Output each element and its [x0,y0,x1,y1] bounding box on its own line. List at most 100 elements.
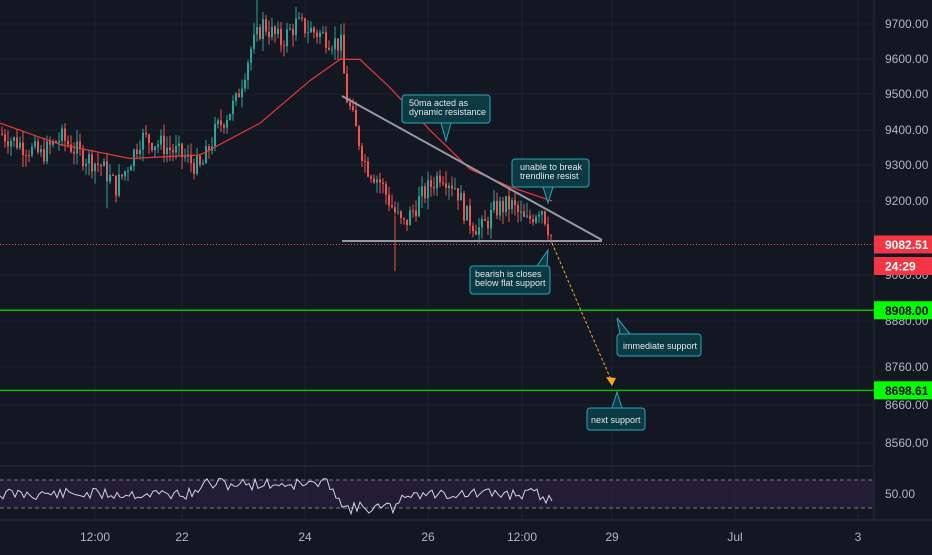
candle-body [229,113,231,120]
candle-body [49,141,51,145]
candle-body [271,26,273,38]
candle-body [52,141,54,145]
candle-body [205,146,207,164]
candle [505,196,507,217]
candle [85,158,87,175]
candle-body [511,200,513,210]
time-axis: 12:00 22 24 26 12:00 29 Jul 3 [0,519,932,544]
candle [4,128,6,148]
candle [214,116,216,152]
candle-body [46,141,48,162]
candle [28,149,30,163]
candle [391,194,393,209]
annotation-text: 50ma acted as [409,98,469,108]
candle [232,95,234,121]
candle [235,92,237,107]
candle [178,135,180,157]
candle-body [535,216,537,223]
candle-body [88,154,90,164]
candle-body [388,194,390,206]
price-tick-label: 8560.00 [885,436,929,450]
candle-body [337,38,339,51]
candle-body [280,28,282,46]
candle-body [517,205,519,212]
candle [307,20,309,44]
candle [520,200,522,222]
candle-body [367,161,369,177]
candle-body [397,211,399,213]
candle-body [121,174,123,177]
candle-body [151,143,153,151]
candle [208,144,210,159]
candle [280,22,282,53]
annotation-pointer [440,122,452,143]
price-tag-bg [874,235,932,254]
candle-body [409,210,411,226]
candle [217,118,219,129]
candle-body [328,47,330,50]
candles [1,0,552,272]
candle [370,174,372,183]
annotation-box[interactable] [616,333,702,357]
candle [499,196,501,221]
candle [418,186,420,218]
candle [343,23,345,74]
candle-body [4,134,6,142]
candle [175,134,177,160]
candle-body [322,32,324,34]
annotation-next[interactable]: next support [586,390,646,431]
rsi-pane: 50.00 [0,465,932,520]
candle [382,178,384,194]
candle [397,202,399,215]
price-tag: 8698.61 [874,381,932,400]
candle [298,12,300,20]
time-tick-label: 22 [175,530,189,544]
candle-body [124,171,126,177]
candle-body [13,137,15,141]
candle [388,187,390,211]
price-tag-label: 9082.51 [885,238,929,252]
candle-body [58,140,60,143]
candle [97,152,99,173]
candle-body [487,220,489,229]
candle [37,137,39,155]
candle [244,73,246,93]
candle-body [463,193,465,221]
candle-body [529,215,531,219]
candle-body [175,146,177,153]
candle [169,135,171,161]
annotation-box[interactable] [469,265,551,295]
candle [88,150,90,176]
candle [490,202,492,239]
candle-body [7,141,9,147]
annotation-text: unable to break [520,162,583,172]
candle [25,149,27,167]
candle-body [64,128,66,141]
candle-body [376,179,378,183]
candle-body [358,126,360,147]
candle [241,79,243,108]
annotation-immediate[interactable]: immediate support [616,317,702,357]
candle [274,25,276,43]
candle [250,46,252,71]
descending-trendline[interactable] [341,95,603,241]
candle [367,156,369,178]
candle-body [136,149,138,155]
candle [340,24,342,61]
annotation-pointer [611,390,623,409]
candle [457,187,459,210]
candle-body [283,45,285,47]
candle [424,182,426,204]
candle [406,219,408,231]
candle [469,198,471,234]
candle-body [112,174,114,176]
candle-body [103,161,105,167]
candle-body [199,155,201,165]
candle [16,128,18,150]
candle [535,214,537,225]
